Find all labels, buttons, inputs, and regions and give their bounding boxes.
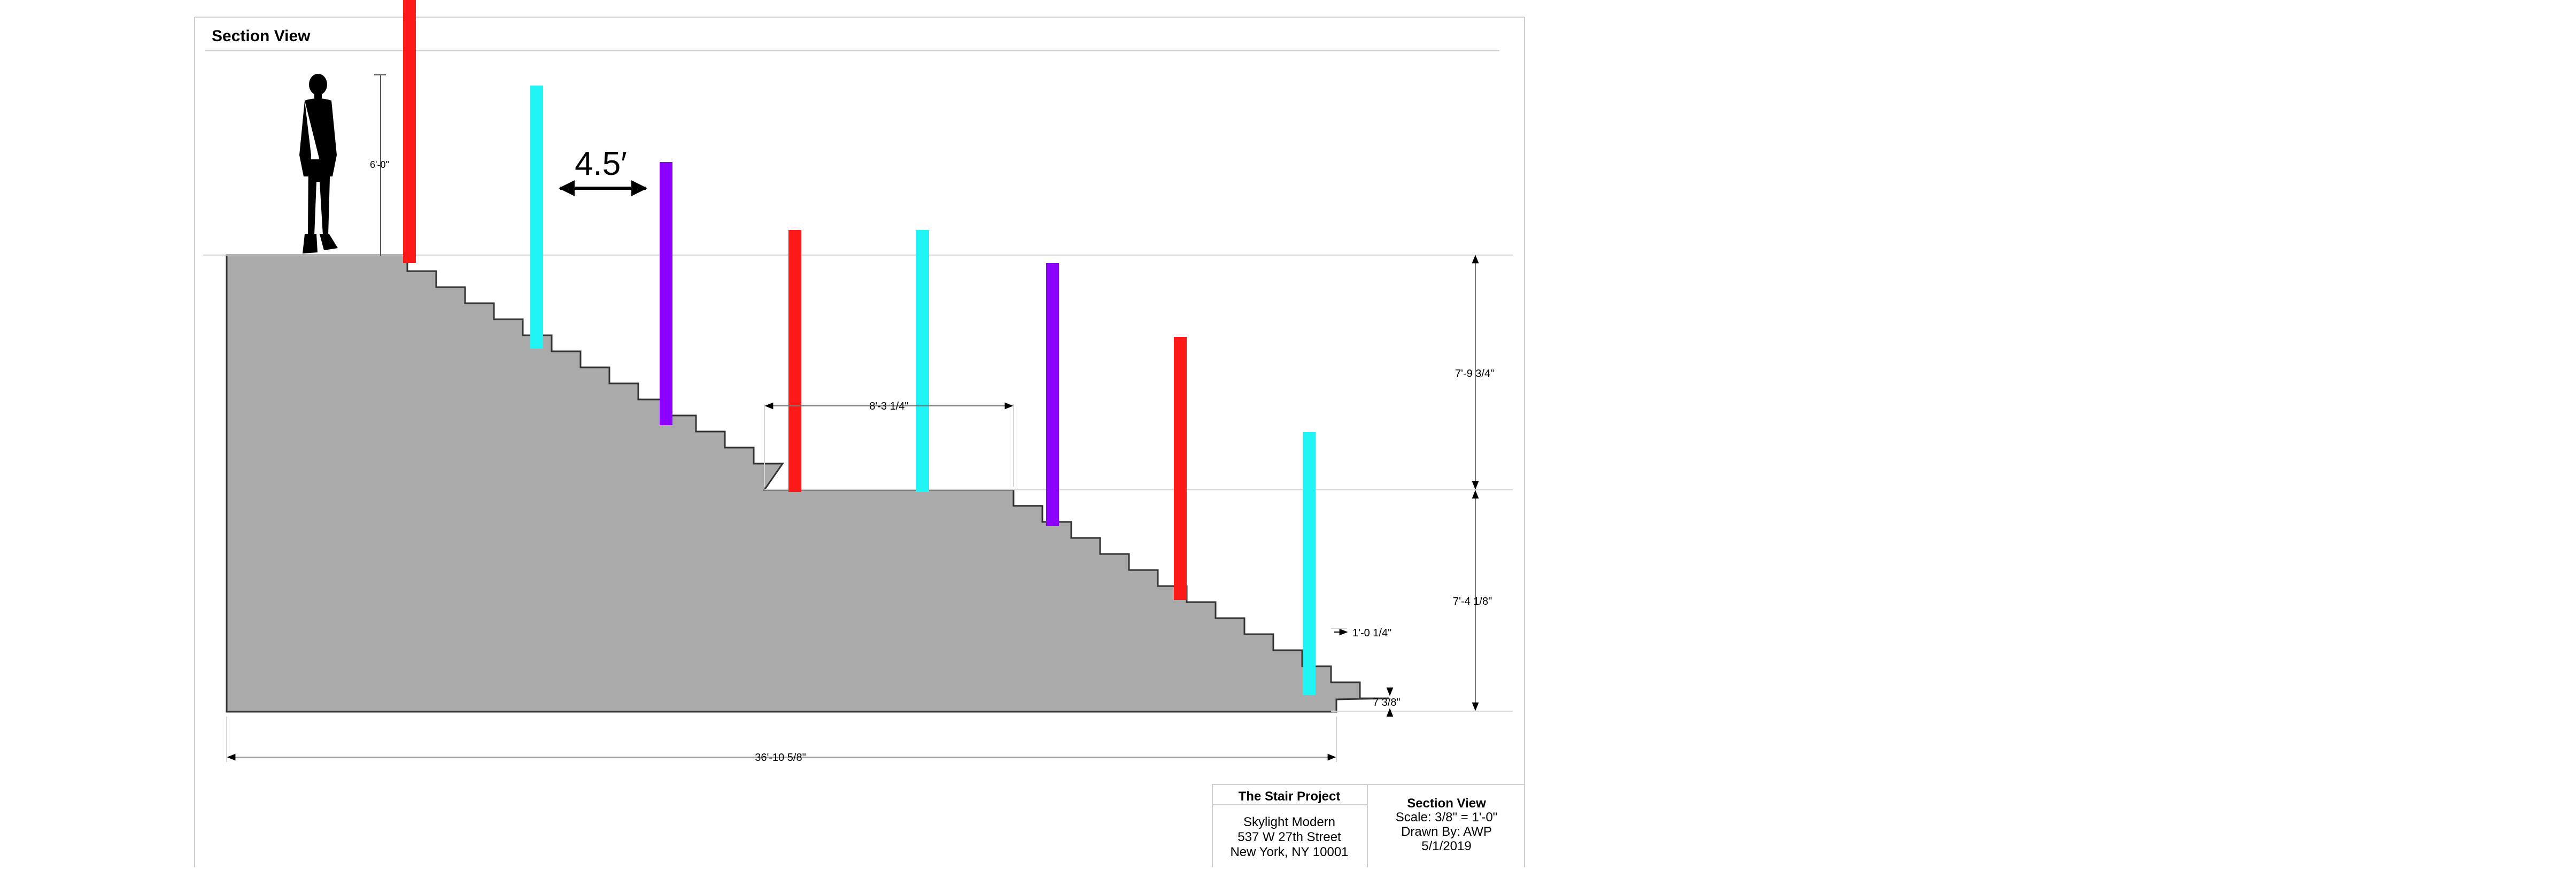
person-height-label: 6'-0" [370,159,389,170]
post-red-1 [403,0,416,263]
bottom-step-run-label: 1'-0 1/4" [1352,627,1391,639]
person-silhouette-icon [299,74,338,253]
posts-group [403,0,1316,695]
landing-width-label: 8'-3 1/4" [869,401,908,412]
address-line-1: 537 W 27th Street [1237,830,1341,844]
post-violet-6 [1046,263,1059,526]
stair-section [226,254,1389,713]
title-block: The Stair Project Skylight Modern 537 W … [1212,784,1525,870]
address-line-2: New York, NY 10001 [1230,845,1348,859]
scale-label: Scale: 3/8" = 1'-0" [1396,810,1497,825]
client-name: Skylight Modern [1243,815,1335,829]
date-label: 5/1/2019 [1421,839,1471,853]
post-cyan-5 [916,230,929,492]
post-spacing-label: 4.5′ [575,145,627,182]
post-cyan-8 [1303,432,1316,695]
post-red-7 [1174,337,1187,600]
bottom-step-rise-label: 7 3/8" [1373,697,1401,709]
post-cyan-2 [530,86,543,349]
post-red-4 [788,230,801,492]
project-name: The Stair Project [1239,789,1341,804]
upper-rise-label: 7'-9 3/4" [1455,368,1494,380]
post-violet-3 [660,162,672,425]
sheet-title: Section View [212,27,311,45]
lower-rise-label: 7'-4 1/8" [1453,596,1492,607]
drawn-by-label: Drawn By: AWP [1401,825,1492,839]
overall-length-label: 36'-10 5/8" [755,752,806,764]
view-title: Section View [1407,796,1486,811]
